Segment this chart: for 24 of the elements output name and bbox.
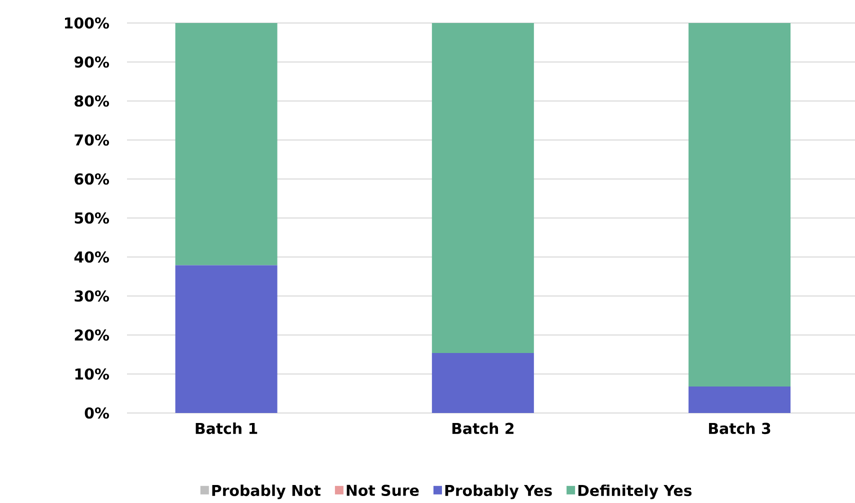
y-tick-label: 60% xyxy=(74,173,110,185)
bar xyxy=(175,265,278,413)
legend-label: Probably Yes xyxy=(445,484,552,500)
legend-label: Probably Not xyxy=(212,484,321,500)
x-tick-label: Batch 1 xyxy=(196,422,258,434)
y-tick-label: 90% xyxy=(74,56,110,68)
y-tick-label: 70% xyxy=(74,134,110,146)
bar xyxy=(688,386,791,413)
bar xyxy=(432,352,534,413)
y-tick-label: 80% xyxy=(74,95,110,107)
y-tick-label: 20% xyxy=(74,329,110,341)
x-tick-label: Batch 2 xyxy=(452,422,514,434)
bar xyxy=(432,22,534,353)
y-tick-label: 0% xyxy=(84,407,110,419)
x-tick-label: Batch 3 xyxy=(709,422,770,434)
y-tick-label: 100% xyxy=(65,17,110,29)
bar xyxy=(175,22,278,266)
legend-label: Not Sure xyxy=(346,484,419,496)
y-tick-label: 40% xyxy=(74,251,110,263)
y-tick-label: 50% xyxy=(74,212,110,224)
y-tick-label: 30% xyxy=(74,290,110,302)
bar xyxy=(688,22,791,386)
legend-label: Definitely Yes xyxy=(578,484,692,500)
y-tick-label: 10% xyxy=(75,368,110,380)
